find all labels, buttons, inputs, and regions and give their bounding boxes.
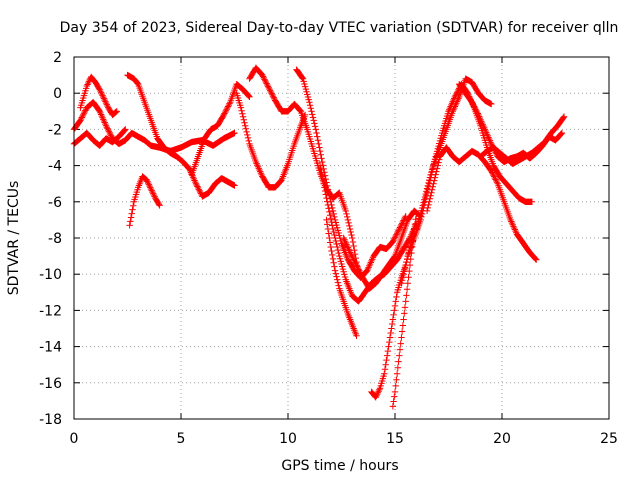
series-track-d [126,173,163,229]
y-tick-label: -10 [39,267,62,283]
series-track-o [398,75,495,287]
x-tick-label: 15 [386,431,404,447]
series-track-l [340,207,424,292]
series-track-q [423,144,540,263]
x-tick-label: 25 [600,431,618,447]
x-tick-label: 0 [70,431,79,447]
series-track-f [188,80,253,178]
chart-title: Day 354 of 2023, Sidereal Day-to-day VTE… [60,20,619,36]
y-tick-label: -18 [39,412,62,428]
series-track-c [77,73,120,119]
series-track-k [323,216,360,339]
series-track-e [124,71,238,200]
series-track-s [477,113,568,167]
plot-frame [73,56,610,420]
y-axis-title: SDTVAR / TECUs [6,181,22,296]
x-tick-label: 5 [177,431,186,447]
y-tick-label: -4 [48,159,62,175]
data-points [70,64,568,410]
axis-ticks: 0 5 10 15 20 25 -18 -16 -14 -12 -10 -8 -6 -4 -2 0 2 [39,50,618,447]
y-tick-label: -6 [48,195,62,211]
y-tick-label: 0 [53,86,62,102]
x-tick-label: 10 [279,431,297,447]
y-tick-label: -2 [48,122,62,138]
y-tick-label: -12 [39,303,62,319]
y-tick-label: -14 [39,340,62,356]
x-tick-label: 20 [493,431,511,447]
y-tick-label: 2 [53,50,62,66]
y-tick-label: -16 [39,376,62,392]
series-track-g [233,90,309,191]
y-tick-label: -8 [48,231,62,247]
series-track-i [293,66,409,282]
x-axis-title: GPS time / hours [281,458,398,474]
